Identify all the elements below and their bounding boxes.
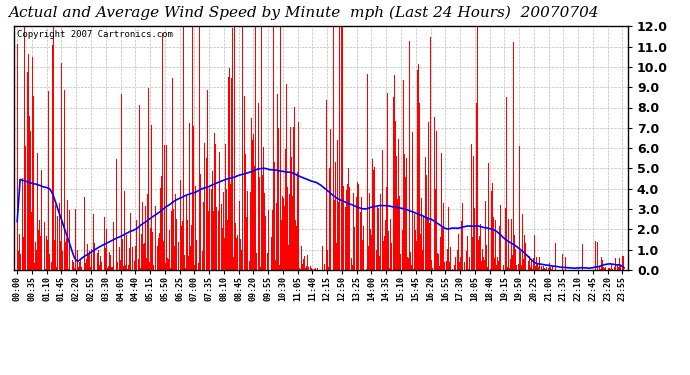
Text: Copyright 2007 Cartronics.com: Copyright 2007 Cartronics.com: [17, 30, 172, 39]
Text: Actual and Average Wind Speed by Minute  mph (Last 24 Hours)  20070704: Actual and Average Wind Speed by Minute …: [8, 6, 599, 20]
